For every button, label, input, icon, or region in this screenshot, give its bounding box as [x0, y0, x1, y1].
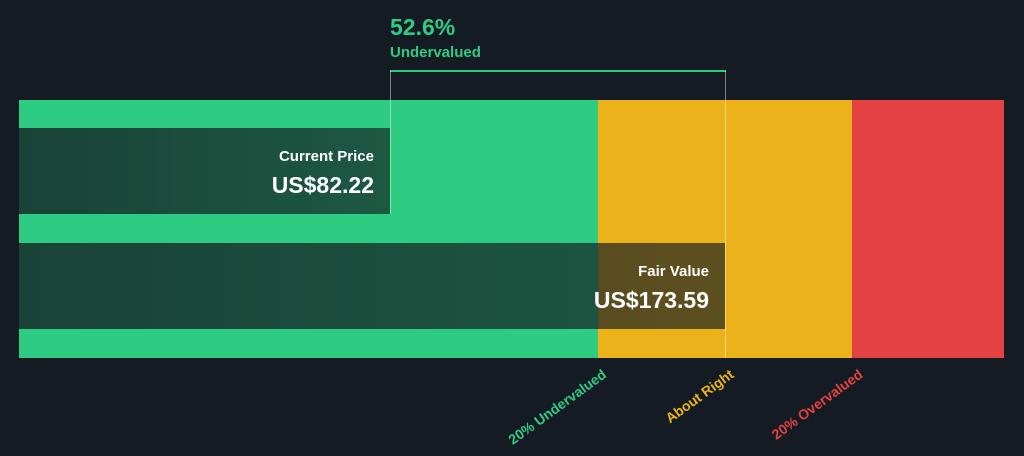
- fair-value-bar: Fair Value US$173.59: [19, 243, 725, 329]
- current-price-bar: Current Price US$82.22: [19, 128, 390, 214]
- zone-label-about-right: About Right: [662, 366, 737, 427]
- difference-bracket-top: [390, 70, 726, 72]
- fair-value-label: Fair Value: [638, 263, 709, 280]
- fair-value-value: US$173.59: [593, 287, 709, 313]
- zone-label-undervalued: 20% Undervalued: [505, 366, 610, 448]
- zone-label-overvalued: 20% Overvalued: [768, 366, 866, 443]
- difference-bracket-right: [725, 71, 726, 358]
- current-price-value: US$82.22: [271, 172, 374, 198]
- difference-percent: 52.6%: [390, 14, 456, 40]
- difference-label: Undervalued: [390, 44, 481, 61]
- zone-overvalued: [852, 100, 1004, 358]
- difference-bracket-left: [390, 71, 391, 214]
- current-price-label: Current Price: [278, 148, 374, 165]
